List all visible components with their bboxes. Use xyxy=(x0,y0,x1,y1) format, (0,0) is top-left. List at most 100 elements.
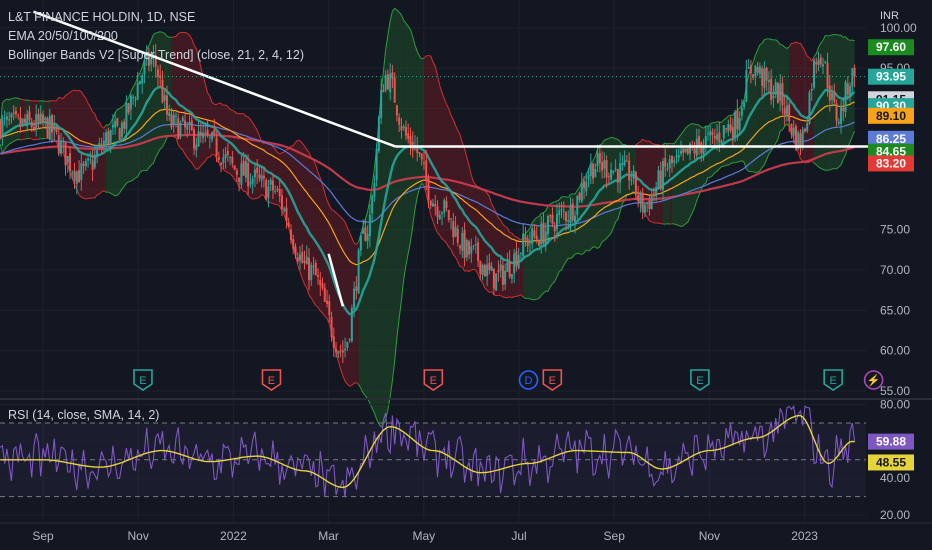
event-marker-earnings-down: E xyxy=(423,369,444,391)
bollinger-upper-segment xyxy=(419,55,423,60)
ema-200-line xyxy=(0,133,855,208)
event-label: ⚡ xyxy=(867,374,881,387)
bollinger-band-segment xyxy=(771,39,774,152)
candle-body xyxy=(102,140,105,148)
bollinger-band-segment xyxy=(133,83,136,180)
event-badge xyxy=(690,369,710,391)
bollinger-upper-segment xyxy=(423,55,427,59)
bollinger-band-segment xyxy=(795,41,799,153)
bollinger-lower-segment xyxy=(146,167,150,172)
bollinger-upper-segment xyxy=(351,237,355,244)
candle-body xyxy=(310,264,313,280)
candle-body xyxy=(445,201,448,208)
bollinger-upper-segment xyxy=(807,56,810,58)
candle-body xyxy=(815,62,818,65)
candle-body xyxy=(851,68,854,87)
bollinger-lower-segment xyxy=(114,194,118,197)
bollinger-lower-segment xyxy=(473,268,477,271)
price-tick-label: 75.00 xyxy=(880,223,910,237)
candle-body xyxy=(450,218,453,220)
bollinger-upper-segment xyxy=(344,221,348,228)
bollinger-lower-segment xyxy=(464,270,467,272)
candle-body xyxy=(537,241,540,246)
bollinger-lower-segment xyxy=(763,159,768,165)
candle-body xyxy=(711,132,714,135)
rsi-line xyxy=(0,405,856,498)
candle-body xyxy=(362,228,365,234)
bollinger-upper-segment xyxy=(76,89,80,92)
candle-body xyxy=(170,114,173,128)
candle-body xyxy=(508,261,511,277)
bollinger-lower-segment xyxy=(696,195,700,201)
bollinger-lower-segment xyxy=(606,235,610,239)
bollinger-upper-segment xyxy=(367,199,371,212)
candle-body xyxy=(468,241,471,255)
bollinger-lower-segment xyxy=(518,294,522,297)
bollinger-lower-segment xyxy=(391,360,396,381)
bollinger-lower-segment xyxy=(601,240,605,243)
bollinger-lower-segment xyxy=(108,191,111,194)
candle-body xyxy=(481,265,484,275)
candle-body xyxy=(98,143,101,148)
bollinger-lower-segment xyxy=(310,297,314,303)
rsi-legend[interactable]: RSI (14, close, SMA, 14, 2) xyxy=(8,408,160,422)
bollinger-lower-segment xyxy=(313,301,317,306)
candle-body xyxy=(147,53,150,66)
candle-body xyxy=(806,123,809,132)
event-badge xyxy=(518,370,539,390)
bollinger-lower-segment xyxy=(407,241,411,254)
bollinger-lower-segment xyxy=(378,423,382,428)
bollinger-band-segment xyxy=(20,98,23,141)
candle-body xyxy=(533,230,536,237)
candle-body xyxy=(598,153,601,164)
candle-body xyxy=(294,246,297,256)
bollinger-lower-segment xyxy=(612,221,617,229)
bollinger-upper-segment xyxy=(552,201,555,204)
bollinger-upper-segment xyxy=(416,51,420,57)
bollinger-upper-segment xyxy=(299,140,303,144)
bollinger-lower-segment xyxy=(4,146,8,150)
candle-body xyxy=(389,73,392,93)
bollinger-upper-segment xyxy=(459,134,463,144)
bollinger-upper-segment xyxy=(667,142,670,145)
bollinger-lower-segment xyxy=(8,142,12,145)
bollinger-upper-segment xyxy=(728,114,731,117)
candle-body xyxy=(64,141,67,166)
bollinger-band-segment xyxy=(381,71,384,428)
bollinger-lower-segment xyxy=(180,147,184,151)
candle-body xyxy=(551,214,554,225)
bollinger-upper-segment xyxy=(80,91,84,96)
bollinger-lower-segment xyxy=(317,307,321,311)
bollinger-lower-segment xyxy=(6,143,10,147)
bollinger-upper-segment xyxy=(813,53,817,58)
bollinger-lower-segment xyxy=(250,197,253,200)
bollinger-band-segment xyxy=(38,100,41,140)
bollinger-lower-segment xyxy=(813,162,817,166)
time-tick-label: 2022 xyxy=(220,529,247,543)
candle-body xyxy=(21,118,24,125)
candle-body xyxy=(772,96,775,99)
bollinger-band-segment xyxy=(394,8,397,361)
price-tick-label: 65.00 xyxy=(880,303,910,317)
bollinger-lower-segment xyxy=(346,383,350,387)
candle-body xyxy=(783,107,786,115)
candle-body xyxy=(727,124,730,132)
price-label-box xyxy=(868,39,914,56)
candle-body xyxy=(740,107,743,116)
candle-body xyxy=(247,162,250,187)
candle-body xyxy=(199,131,202,136)
candle-body xyxy=(60,140,63,154)
bollinger-lower-segment xyxy=(610,227,614,234)
bollinger-lower-segment xyxy=(112,193,116,197)
bollinger-upper-segment xyxy=(653,143,657,146)
candle-body xyxy=(398,117,401,125)
bollinger-upper-segment xyxy=(606,137,610,140)
bollinger-legend[interactable]: Bollinger Bands V2 [Super Trend] (close,… xyxy=(8,48,305,62)
bollinger-lower-segment xyxy=(297,265,301,273)
candle-body xyxy=(650,195,653,210)
ema-legend[interactable]: EMA 20/50/100/200 xyxy=(8,29,118,43)
bollinger-upper-segment xyxy=(504,226,508,229)
bollinger-upper-segment xyxy=(407,25,411,30)
bollinger-upper-segment xyxy=(613,137,616,140)
